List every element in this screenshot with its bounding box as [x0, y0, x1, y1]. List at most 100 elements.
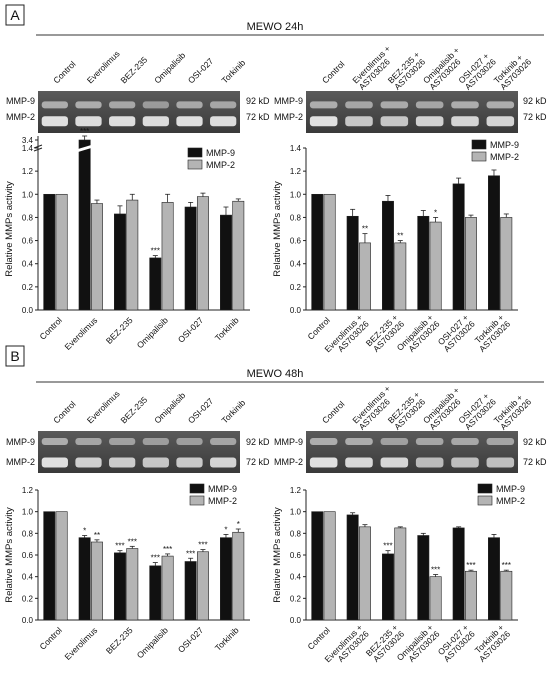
y-tick-label: 1.0 [22, 508, 34, 517]
blot-label-72kd: 72 kD [246, 112, 270, 122]
legend: MMP-9 MMP-2 [471, 139, 519, 162]
bar-mmp2 [323, 511, 336, 621]
y-tick-label: 1.0 [22, 190, 34, 199]
significance-label: ** [94, 531, 100, 540]
bar-mmp9 [417, 535, 430, 621]
y-tick-label-break: 3.4 [22, 136, 34, 145]
blot-lane-label: Torkinib [220, 57, 248, 85]
blot-lane-label: Torkinib [220, 397, 248, 425]
significance-label: *** [80, 127, 89, 136]
blot-band-mmp9 [176, 438, 203, 445]
y-axis-label: Relative MMPs activity [272, 507, 283, 603]
blot-band-mmp9 [109, 101, 136, 109]
blot-band-mmp9 [41, 438, 68, 445]
y-tick-label: 0.0 [22, 306, 34, 315]
bar-mmp9 [382, 200, 394, 311]
x-tick-label: BEZ-235 [104, 625, 135, 656]
significance-label: *** [186, 549, 195, 558]
y-tick-label: 0.8 [22, 213, 34, 222]
legend-swatch [477, 483, 493, 494]
x-tick-label: Everolimus [62, 315, 99, 352]
legend-label: MMP-9 [208, 484, 237, 494]
significance-label: *** [466, 561, 475, 570]
y-axis-label: Relative MMPs activity [4, 507, 15, 603]
significance-label: *** [151, 554, 160, 563]
bar-mmp2 [232, 200, 245, 311]
bar-mmp9 [114, 213, 126, 311]
blot-lane-label: Control [320, 399, 347, 426]
bar-mmp9 [452, 183, 465, 311]
bar-mmp2 [90, 541, 103, 621]
blot-label-72kd: 72 kD [523, 457, 547, 467]
blot-label-mmp2: MMP-2 [274, 112, 303, 122]
y-tick-label: 0.8 [290, 213, 302, 222]
bar-mmp9 [382, 553, 394, 621]
blot-lane-label: Control [51, 399, 78, 426]
x-tick-label: Torkinib [213, 315, 241, 343]
x-tick-label: OSI-027 +AS703026 [435, 312, 477, 354]
bar-mmp9 [220, 214, 232, 311]
y-tick-label: 1.2 [290, 486, 302, 495]
x-tick-label: Torkinib [213, 625, 241, 653]
blot-lane-label: BEZ-235 [119, 54, 150, 85]
legend-label: MMP-2 [206, 160, 235, 170]
significance-label: *** [502, 561, 511, 570]
bar-mmp9 [43, 511, 56, 621]
x-tick-label: Everolimus +AS703026 [322, 312, 371, 361]
bar-mmp9 [417, 215, 430, 311]
panel-b-title: MEWO 48h [247, 368, 304, 380]
blot-band-mmp2 [109, 457, 136, 468]
legend-swatch [471, 139, 487, 150]
blot-band-mmp9 [451, 101, 479, 109]
x-tick-label: Control [37, 315, 64, 342]
blot-band-mmp2 [75, 116, 102, 127]
blot-band-mmp2 [380, 457, 409, 468]
y-tick-label: 0.2 [290, 594, 302, 603]
x-tick-label: Torkinib +AS703026 [471, 312, 513, 354]
significance-label: ** [362, 225, 368, 234]
bar-mmp9 [149, 257, 162, 311]
blot-label-mmp9: MMP-9 [6, 437, 35, 447]
legend-label: MMP-9 [490, 140, 519, 150]
y-tick-label: 0.6 [22, 237, 34, 246]
blot-label-72kd: 72 kD [246, 457, 270, 467]
y-tick-label: 1.0 [290, 190, 302, 199]
y-tick-label: 1.2 [22, 167, 34, 176]
blot-band-mmp9 [142, 101, 169, 109]
bar-mmp2 [232, 531, 245, 621]
blot-lane-label: Everolimus [85, 389, 122, 426]
blot-band-mmp9 [380, 101, 409, 109]
blot-band-mmp2 [41, 116, 68, 127]
legend-label: MMP-2 [490, 152, 519, 162]
panel-a-label: A [10, 7, 20, 23]
legend: MMP-9 MMP-2 [477, 483, 525, 506]
blot-band-mmp9 [345, 438, 373, 445]
legend-swatch [189, 495, 205, 506]
blot-lane-label: Everolimus [85, 49, 122, 86]
blot-band-mmp2 [415, 116, 444, 127]
y-tick-label: 0.2 [22, 594, 34, 603]
bar-mmp2 [323, 193, 336, 311]
blot-3: MMP-9 MMP-2 92 kD 72 kD Control EverolimusBEZ… [6, 389, 270, 473]
y-tick-label: 0.2 [290, 283, 302, 292]
bar-mmp2 [55, 511, 68, 621]
x-tick-label: Everolimus +AS703026 [322, 622, 371, 671]
x-tick-label: OSI-027 [176, 625, 206, 655]
blot-lane-label: OSI-027 +AS703026 [456, 50, 498, 92]
legend-swatch [471, 151, 487, 162]
y-tick-label: 1.0 [290, 508, 302, 517]
significance-label: * [224, 525, 227, 534]
bar-mmp9 [78, 139, 91, 311]
y-tick-label: 1.4 [22, 144, 34, 153]
significance-label: *** [115, 542, 124, 551]
y-tick-label: 1.2 [290, 167, 302, 176]
blot-band-mmp2 [142, 457, 169, 468]
blot-lane-label: Torkinib +AS703026 [492, 50, 534, 92]
bar-mmp2 [55, 193, 68, 311]
blot-band-mmp2 [486, 457, 515, 468]
x-tick-label: Omipalisib +AS703026 [395, 622, 442, 669]
blot-band-mmp2 [142, 116, 169, 127]
blot-label-mmp2: MMP-2 [6, 457, 35, 467]
blot-band-mmp9 [309, 101, 338, 109]
